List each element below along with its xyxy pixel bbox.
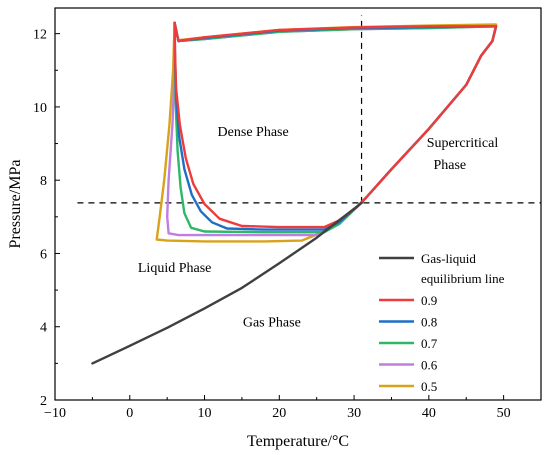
legend-label: 0.7 bbox=[421, 336, 438, 351]
legend: Gas-liquid equilibrium line 0.9 0.8 0.7 0.6 0.… bbox=[379, 251, 505, 394]
x-tick-label: 50 bbox=[497, 406, 511, 421]
legend-label: equilibrium line bbox=[421, 271, 505, 286]
legend-label: 0.5 bbox=[421, 379, 437, 394]
x-tick-label: 40 bbox=[422, 406, 436, 421]
legend-label: 0.9 bbox=[421, 293, 437, 308]
x-axis-title: Temperature/°C bbox=[247, 433, 349, 450]
plot-frame bbox=[54, 7, 542, 401]
x-tick-label: 20 bbox=[272, 406, 286, 421]
y-tick-label: 2 bbox=[40, 394, 47, 409]
legend-label: 0.8 bbox=[421, 315, 437, 330]
series-group bbox=[91, 21, 498, 365]
y-tick-label: 12 bbox=[33, 28, 47, 43]
region-label-liquid: Liquid Phase bbox=[138, 261, 212, 276]
y-tick-label: 8 bbox=[40, 174, 47, 189]
region-label-supercritical-2: Phase bbox=[433, 158, 466, 173]
legend-label: 0.6 bbox=[421, 358, 438, 373]
y-axis-title: Pressure/MPa bbox=[7, 160, 24, 249]
region-label-dense: Dense Phase bbox=[218, 125, 289, 140]
x-tick-label: 0 bbox=[126, 406, 133, 421]
reference-lines bbox=[77, 15, 541, 204]
region-label-gas: Gas Phase bbox=[243, 316, 301, 331]
y-tick-label: 10 bbox=[33, 101, 47, 116]
region-labels: Dense Phase Supercritical Phase Liquid Phas… bbox=[138, 125, 498, 331]
legend-label: Gas-liquid bbox=[421, 251, 476, 266]
y-tick-label: 4 bbox=[40, 321, 47, 336]
x-tick-label: −10 bbox=[44, 406, 66, 421]
y-tick-label: 6 bbox=[40, 247, 47, 262]
x-tick-label: 10 bbox=[198, 406, 212, 421]
x-tick-label: 30 bbox=[347, 406, 361, 421]
axis-ticks: −10 0 10 20 30 40 50 2 4 6 8 10 12 bbox=[33, 28, 511, 421]
series-line-gas-liquid-equilibrium-line bbox=[91, 201, 363, 365]
region-label-supercritical-1: Supercritical bbox=[427, 136, 499, 151]
